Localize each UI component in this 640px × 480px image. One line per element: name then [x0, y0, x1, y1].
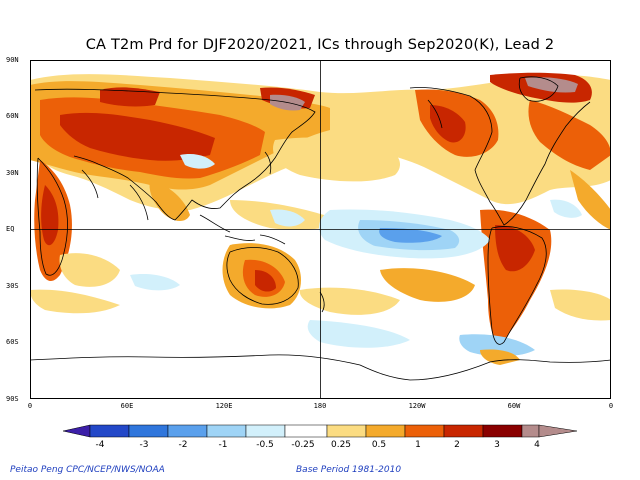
warm-anomaly-regions — [30, 72, 611, 282]
lat-label-90n: 90N — [6, 56, 19, 64]
lat-label-90s: 90S — [6, 395, 19, 403]
lat-label-30n: 30N — [6, 169, 19, 177]
footer-base-period: Base Period 1981-2010 — [296, 465, 402, 475]
lat-label-30s: 30S — [6, 282, 19, 290]
colorbar-label: -3 — [139, 440, 149, 450]
lon-label-120w: 120W — [408, 402, 426, 410]
map-title: CA T2m Prd for DJF2020/2021, ICs through… — [85, 37, 555, 53]
colorbar-label: 4 — [534, 440, 540, 450]
colorbar-label: 2 — [454, 440, 460, 450]
colorbar-arrow-right — [538, 424, 578, 438]
colorbar-label: 0.5 — [371, 440, 387, 450]
lon-label-60w: 60W — [507, 402, 521, 410]
footer-credit: Peitao Peng CPC/NCEP/NWS/NOAA — [10, 465, 165, 475]
colorbar-label: -1 — [218, 440, 228, 450]
lat-label-60s: 60S — [6, 338, 19, 346]
colorbar-label: -0.5 — [256, 440, 274, 450]
lon-label-180: 180 — [313, 402, 327, 410]
colorbar-label: 1 — [415, 440, 421, 450]
coastlines — [30, 76, 611, 381]
colorbar-label: 3 — [494, 440, 500, 450]
anomaly-map — [30, 60, 611, 399]
map-frame — [30, 60, 611, 399]
colorbar — [62, 424, 578, 438]
lon-label-0: 0 — [27, 402, 33, 410]
colorbar-label: -2 — [178, 440, 188, 450]
cool-anomaly-regions — [130, 154, 582, 291]
southern-hemisphere-regions — [30, 209, 611, 365]
colorbar-label: -0.25 — [291, 440, 315, 450]
lat-label-60n: 60N — [6, 112, 19, 120]
lon-label-0-east: 0 — [608, 402, 614, 410]
colorbar-arrow-left — [62, 424, 91, 438]
colorbar-label: 0.25 — [330, 440, 352, 450]
colorbar-label: -4 — [95, 440, 105, 450]
lon-label-120e: 120E — [215, 402, 233, 410]
lon-label-60e: 60E — [120, 402, 134, 410]
lat-label-eq: EQ — [6, 225, 15, 233]
